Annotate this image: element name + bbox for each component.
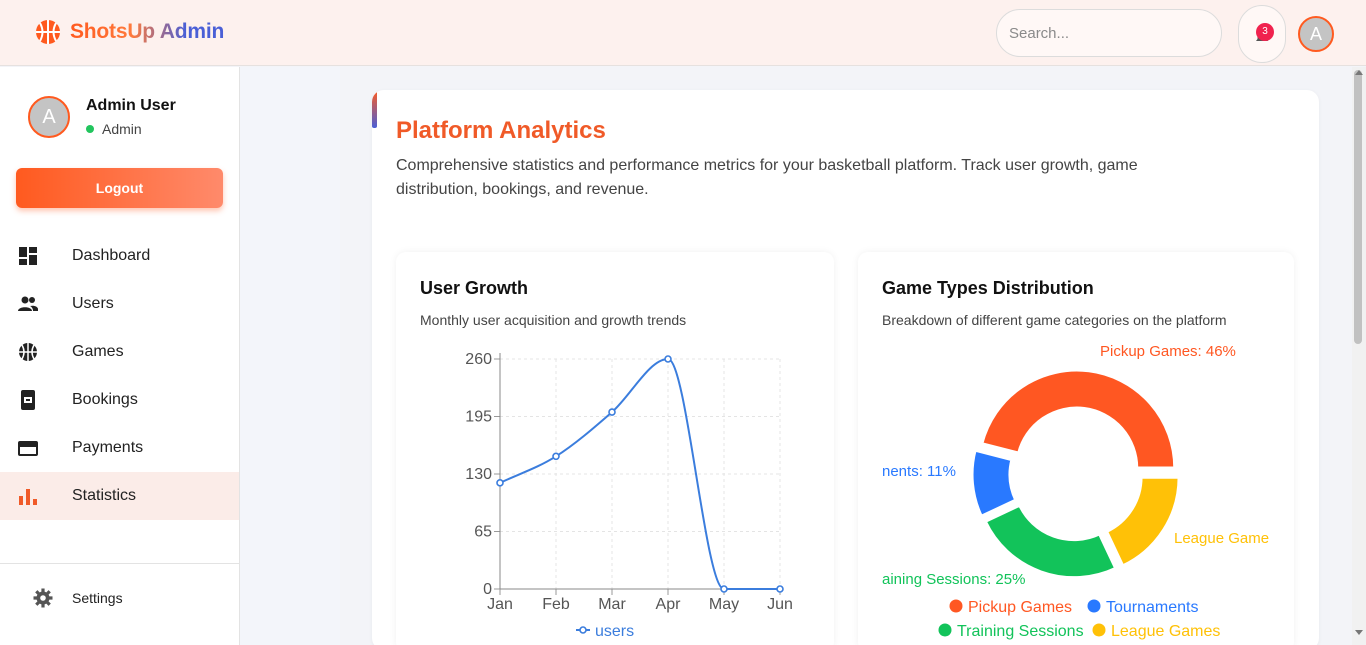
sidebar-item-payments[interactable]: Payments	[0, 424, 239, 472]
x-tick-label: May	[709, 596, 739, 613]
data-point	[664, 355, 672, 363]
game-types-chart[interactable]: Pickup Games: 46% nents: 11% aining Sessio…	[858, 252, 1294, 645]
donut-slice-pickup-games	[980, 368, 1177, 470]
chart-subtitle: Monthly user acquisition and growth tren…	[420, 312, 687, 328]
card-accent-bar	[372, 90, 377, 128]
legend-marker	[949, 599, 963, 613]
data-point	[552, 452, 560, 461]
legend-marker	[938, 623, 952, 637]
legend-label: League Games	[1111, 623, 1220, 640]
search-box[interactable]	[996, 9, 1222, 57]
sidebar-item-settings[interactable]: Settings	[0, 577, 239, 619]
sidebar-item-label: Dashboard	[72, 247, 151, 264]
legend-label: Tournaments	[1106, 599, 1199, 616]
sidebar-item-users[interactable]: Users	[0, 280, 239, 328]
legend-item: Training Sessions	[938, 623, 1084, 640]
online-status-dot	[86, 125, 94, 133]
x-tick-label: Feb	[542, 596, 570, 613]
scroll-down-arrow[interactable]	[1355, 630, 1363, 635]
main-background	[240, 67, 340, 645]
page-title: Platform Analytics	[396, 117, 606, 144]
notification-badge: 3	[1256, 23, 1274, 41]
sidebar-item-label: Bookings	[72, 391, 138, 408]
sidebar-item-games[interactable]: Games	[0, 328, 239, 376]
users-icon	[18, 296, 38, 311]
chart-legend: users	[576, 623, 634, 640]
donut-slice-training-sessions	[983, 503, 1118, 580]
basketball-logo-icon	[36, 20, 60, 44]
x-tick-label: Jun	[767, 596, 793, 613]
data-label: aining Sessions: 25%	[882, 571, 1025, 588]
sidebar-item-label: Games	[72, 343, 124, 360]
data-point	[496, 479, 504, 487]
profile-avatar[interactable]: A	[28, 96, 70, 138]
brand-logo[interactable]: ShotsUp Admin	[34, 18, 224, 46]
data-label: League Game	[1174, 530, 1269, 547]
sidebar: A Admin User Admin Logout Dashboard User…	[0, 67, 240, 645]
notifications-button[interactable]: 3	[1238, 5, 1286, 63]
legend-marker	[1092, 623, 1106, 637]
scrollbar-thumb[interactable]	[1354, 70, 1362, 344]
data-point	[776, 585, 784, 593]
data-point	[720, 585, 728, 593]
x-tick-label: Jan	[487, 596, 513, 613]
legend-marker	[1087, 599, 1101, 613]
gear-icon	[33, 588, 53, 608]
chart-title: Game Types Distribution	[882, 278, 1094, 298]
legend-label: Training Sessions	[957, 623, 1084, 640]
data-label: Pickup Games: 46%	[1100, 343, 1236, 360]
profile-name: Admin User	[86, 97, 176, 114]
profile-role-label: Admin	[102, 121, 142, 137]
sidebar-item-label: Users	[72, 295, 114, 312]
brand-name: ShotsUp Admin	[70, 20, 225, 43]
ticket-icon	[21, 390, 35, 410]
legend-item: Tournaments	[1087, 599, 1199, 616]
data-label: nents: 11%	[882, 463, 956, 480]
game-types-panel: Game Types Distribution Breakdown of dif…	[858, 252, 1294, 645]
sidebar-item-label: Statistics	[72, 487, 137, 504]
settings-label: Settings	[72, 590, 123, 606]
data-point	[608, 408, 616, 416]
y-tick-label: 260	[465, 351, 492, 368]
chart-title: User Growth	[420, 278, 529, 298]
sidebar-item-label: Payments	[72, 439, 144, 456]
y-tick-label: 195	[465, 409, 492, 426]
y-tick-label: 130	[465, 466, 492, 483]
legend-item: League Games	[1092, 623, 1220, 640]
y-tick-label: 0	[483, 581, 492, 598]
basketball-icon	[19, 343, 37, 361]
legend-marker	[579, 626, 587, 634]
top-header: ShotsUp Admin 3 A	[0, 0, 1366, 66]
scroll-up-arrow[interactable]	[1355, 70, 1363, 75]
dashboard-icon	[19, 247, 37, 265]
legend-item: Pickup Games	[949, 599, 1072, 616]
y-tick-label: 65	[474, 524, 492, 541]
profile-role: Admin	[86, 121, 142, 137]
x-tick-label: Mar	[598, 596, 626, 613]
chart-subtitle: Breakdown of different game categories o…	[882, 312, 1227, 328]
legend-label: Pickup Games	[968, 599, 1072, 616]
sidebar-item-statistics[interactable]: Statistics	[0, 472, 239, 520]
donut-slice-tournaments	[970, 448, 1018, 519]
logout-button[interactable]: Logout	[16, 168, 223, 208]
user-growth-chart[interactable]: 0 65 130 195 260 Jan Feb Mar Apr May Jun users	[396, 252, 834, 645]
search-input[interactable]	[1009, 24, 1199, 42]
bar-chart-icon	[19, 489, 37, 505]
sidebar-item-bookings[interactable]: Bookings	[0, 376, 239, 424]
user-growth-panel: User Growth Monthly user acquisition and…	[396, 252, 834, 645]
header-avatar[interactable]: A	[1298, 16, 1334, 52]
sidebar-item-dashboard[interactable]: Dashboard	[0, 232, 239, 280]
x-tick-label: Apr	[656, 596, 682, 613]
credit-card-icon	[18, 441, 38, 456]
page-description: Comprehensive statistics and performance…	[396, 157, 1138, 198]
donut-slice-league-games	[1104, 475, 1181, 568]
sidebar-divider	[0, 563, 239, 564]
sidebar-nav: Dashboard Users Games Bookings	[0, 232, 239, 520]
legend-label: users	[595, 623, 634, 640]
